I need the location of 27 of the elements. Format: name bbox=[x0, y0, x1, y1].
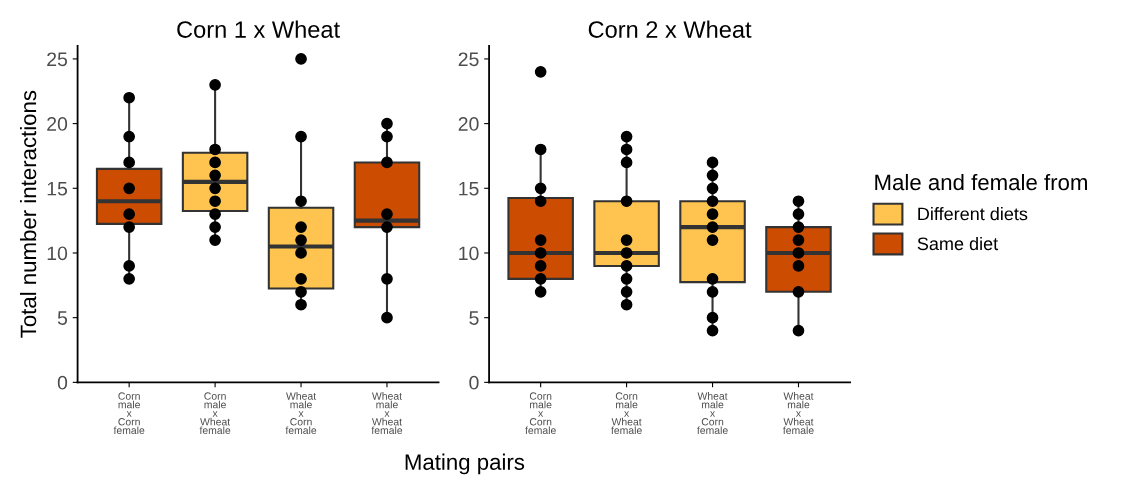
y-tick-label: 0 bbox=[469, 375, 479, 390]
y-tick-label: 5 bbox=[57, 311, 68, 325]
y-tick-label: 25 bbox=[458, 52, 479, 67]
chart-title: Corn 1 x Wheat bbox=[177, 20, 340, 38]
y-tick-label: 20 bbox=[47, 117, 68, 131]
y-tick-label: 10 bbox=[47, 246, 68, 261]
y-tick-label: 15 bbox=[47, 181, 68, 196]
legend-label: Different diets bbox=[918, 207, 1028, 221]
x-tick-label: Corn male x Wheat female bbox=[611, 392, 642, 435]
legend-title: Male and female from bbox=[875, 173, 1087, 191]
x-tick-label: Corn male x Corn female bbox=[525, 392, 556, 435]
y-tick-label: 0 bbox=[57, 375, 68, 390]
y-tick-label: 25 bbox=[47, 52, 68, 67]
x-tick-label: Wheat male x Corn female bbox=[285, 392, 317, 435]
x-tick-label: Corn male x Wheat female bbox=[199, 392, 231, 435]
x-tick-label: Corn male x Corn female bbox=[113, 392, 145, 435]
y-tick-label: 10 bbox=[459, 246, 479, 261]
legend-label: Same diet bbox=[917, 236, 999, 251]
y-tick-label: 15 bbox=[459, 181, 479, 196]
y-tick-label: 20 bbox=[458, 117, 479, 131]
y-tick-label: 5 bbox=[469, 311, 479, 325]
y-axis-title: Total number interactions bbox=[19, 90, 37, 338]
x-tick-label: Wheat male x Corn female bbox=[697, 392, 728, 435]
x-tick-label: Wheat male x Wheat female bbox=[371, 392, 403, 435]
chart-title: Corn 2 x Wheat bbox=[588, 20, 752, 38]
x-tick-label: Wheat male x Wheat female bbox=[783, 392, 814, 435]
x-axis-title: Mating pairs bbox=[405, 453, 525, 475]
